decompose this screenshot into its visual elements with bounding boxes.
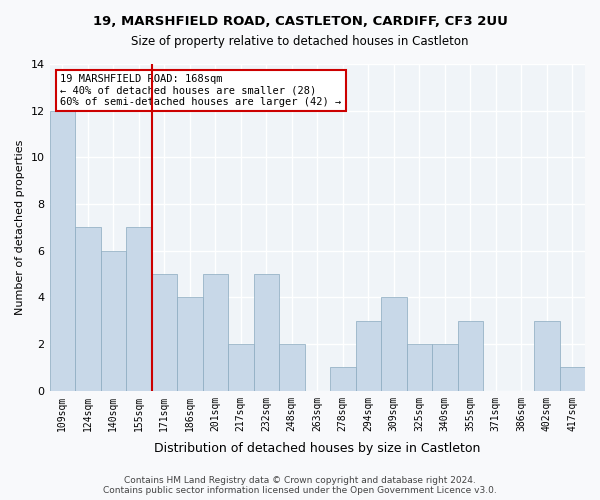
X-axis label: Distribution of detached houses by size in Castleton: Distribution of detached houses by size … — [154, 442, 481, 455]
Bar — [458, 321, 483, 391]
Bar — [203, 274, 228, 391]
Bar — [126, 228, 152, 391]
Bar — [254, 274, 279, 391]
Text: 19, MARSHFIELD ROAD, CASTLETON, CARDIFF, CF3 2UU: 19, MARSHFIELD ROAD, CASTLETON, CARDIFF,… — [92, 15, 508, 28]
Bar — [101, 250, 126, 391]
Text: Size of property relative to detached houses in Castleton: Size of property relative to detached ho… — [131, 35, 469, 48]
Bar — [432, 344, 458, 391]
Bar — [381, 298, 407, 391]
Bar — [330, 368, 356, 391]
Bar — [152, 274, 177, 391]
Bar — [560, 368, 585, 391]
Bar — [228, 344, 254, 391]
Bar — [177, 298, 203, 391]
Bar — [534, 321, 560, 391]
Bar — [356, 321, 381, 391]
Y-axis label: Number of detached properties: Number of detached properties — [15, 140, 25, 315]
Bar — [407, 344, 432, 391]
Bar — [50, 110, 75, 391]
Text: 19 MARSHFIELD ROAD: 168sqm
← 40% of detached houses are smaller (28)
60% of semi: 19 MARSHFIELD ROAD: 168sqm ← 40% of deta… — [60, 74, 341, 107]
Text: Contains HM Land Registry data © Crown copyright and database right 2024.
Contai: Contains HM Land Registry data © Crown c… — [103, 476, 497, 495]
Bar — [279, 344, 305, 391]
Bar — [75, 228, 101, 391]
